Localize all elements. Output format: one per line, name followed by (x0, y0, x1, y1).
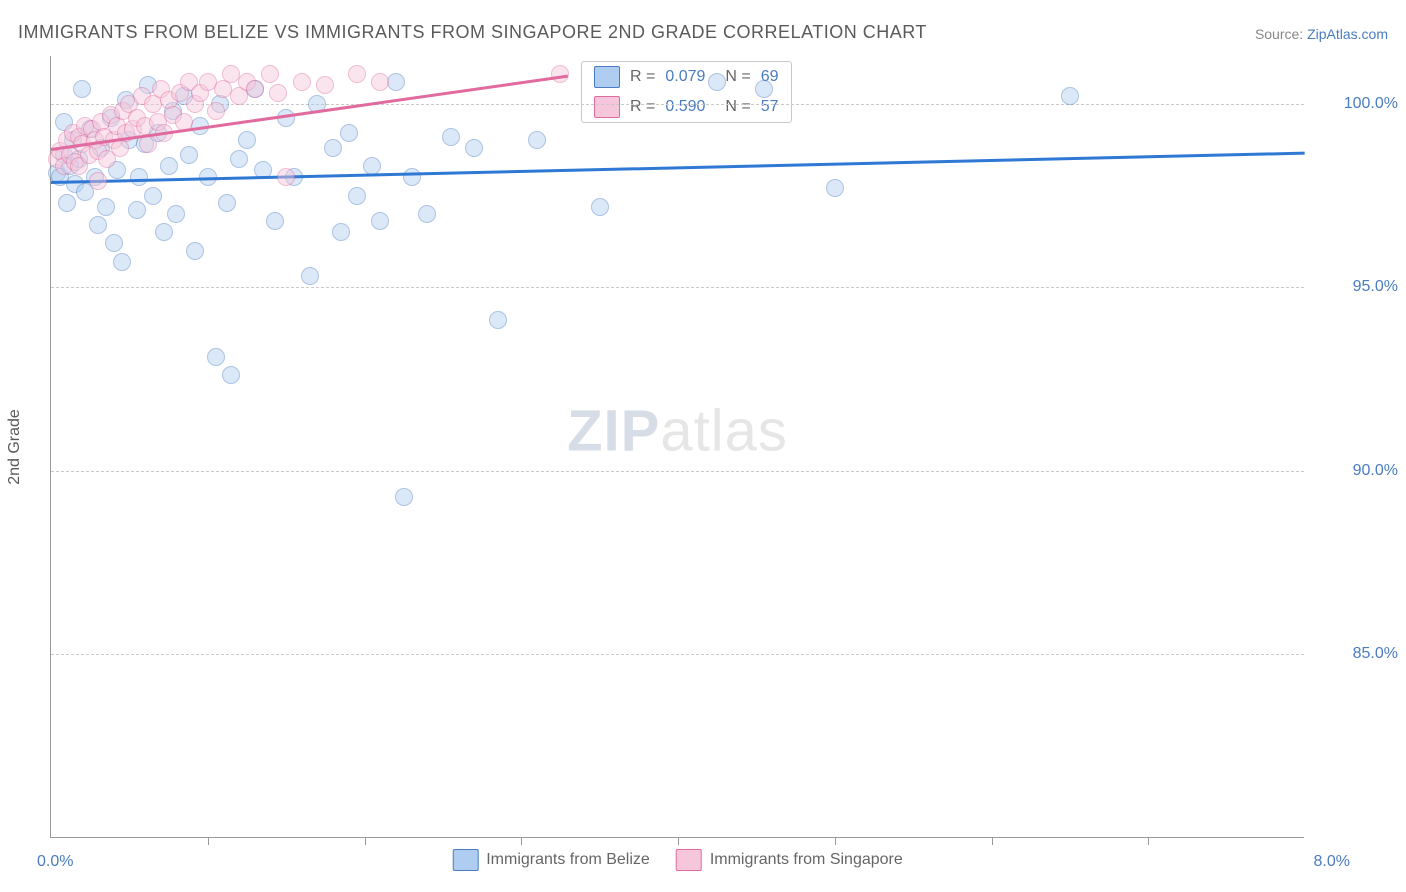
scatter-point (340, 124, 358, 142)
stat-label: N = (725, 68, 750, 86)
stat-value-r: 0.079 (665, 68, 705, 86)
y-tick-label: 85.0% (1318, 645, 1398, 663)
y-tick-label: 95.0% (1318, 278, 1398, 296)
scatter-point (324, 139, 342, 157)
legend-swatch-icon (452, 849, 478, 871)
scatter-point (89, 172, 107, 190)
scatter-point (230, 150, 248, 168)
stat-value-r: 0.590 (665, 98, 705, 116)
scatter-point (371, 73, 389, 91)
scatter-point (301, 267, 319, 285)
x-tick (208, 837, 209, 845)
scatter-point (528, 131, 546, 149)
scatter-point (442, 128, 460, 146)
scatter-point (218, 194, 236, 212)
scatter-point (128, 201, 146, 219)
scatter-point (238, 131, 256, 149)
legend-swatch-icon (676, 849, 702, 871)
source-link[interactable]: ZipAtlas.com (1307, 26, 1388, 42)
legend-swatch-icon (594, 96, 620, 118)
scatter-point (167, 205, 185, 223)
scatter-point (222, 366, 240, 384)
watermark-part-b: atlas (660, 398, 788, 463)
scatter-point (139, 135, 157, 153)
scatter-point (465, 139, 483, 157)
scatter-point (113, 253, 131, 271)
scatter-point (293, 73, 311, 91)
scatter-point (58, 194, 76, 212)
y-tick-label: 90.0% (1318, 462, 1398, 480)
scatter-point (348, 65, 366, 83)
scatter-point (155, 223, 173, 241)
stat-label: R = (630, 98, 655, 116)
legend-label: Immigrants from Belize (486, 851, 650, 869)
scatter-point (97, 198, 115, 216)
scatter-point (418, 205, 436, 223)
scatter-point (826, 179, 844, 197)
scatter-point (246, 80, 264, 98)
legend-item: Immigrants from Belize (452, 849, 650, 871)
scatter-point (180, 146, 198, 164)
scatter-point (371, 212, 389, 230)
x-tick (365, 837, 366, 845)
x-tick (521, 837, 522, 845)
watermark: ZIPatlas (567, 397, 788, 464)
scatter-point (186, 242, 204, 260)
x-axis-min-label: 0.0% (37, 853, 73, 871)
x-tick (992, 837, 993, 845)
scatter-point (395, 488, 413, 506)
scatter-point (160, 157, 178, 175)
stat-label: R = (630, 68, 655, 86)
scatter-point (403, 168, 421, 186)
scatter-point (261, 65, 279, 83)
gridline (51, 471, 1304, 472)
scatter-point (207, 102, 225, 120)
legend-swatch-icon (594, 66, 620, 88)
scatter-point (207, 348, 225, 366)
scatter-point (269, 84, 287, 102)
scatter-point (708, 73, 726, 91)
legend-label: Immigrants from Singapore (710, 851, 903, 869)
legend-item: Immigrants from Singapore (676, 849, 903, 871)
scatter-point (755, 80, 773, 98)
y-axis-label: 2nd Grade (6, 409, 24, 485)
scatter-point (332, 223, 350, 241)
gridline (51, 287, 1304, 288)
scatter-point (489, 311, 507, 329)
stat-value-n: 57 (761, 98, 779, 116)
gridline (51, 654, 1304, 655)
y-tick-label: 100.0% (1318, 95, 1398, 113)
scatter-point (1061, 87, 1079, 105)
scatter-point (144, 187, 162, 205)
scatter-plot: ZIPatlas 2nd Grade 0.0% 8.0% Immigrants … (50, 56, 1304, 838)
scatter-point (387, 73, 405, 91)
scatter-point (73, 80, 91, 98)
scatter-point (130, 168, 148, 186)
stat-label: N = (725, 98, 750, 116)
watermark-part-a: ZIP (567, 398, 660, 463)
scatter-point (316, 76, 334, 94)
source-prefix: Source: (1255, 26, 1307, 42)
scatter-point (277, 168, 295, 186)
x-tick (678, 837, 679, 845)
scatter-point (105, 234, 123, 252)
scatter-point (277, 109, 295, 127)
scatter-point (266, 212, 284, 230)
x-tick (835, 837, 836, 845)
x-tick (1148, 837, 1149, 845)
scatter-point (89, 216, 107, 234)
source-attribution: Source: ZipAtlas.com (1255, 26, 1388, 42)
x-axis-max-label: 8.0% (1314, 853, 1350, 871)
scatter-point (591, 198, 609, 216)
scatter-point (348, 187, 366, 205)
bottom-legend: Immigrants from Belize Immigrants from S… (452, 849, 903, 871)
chart-title: IMMIGRANTS FROM BELIZE VS IMMIGRANTS FRO… (18, 22, 927, 43)
